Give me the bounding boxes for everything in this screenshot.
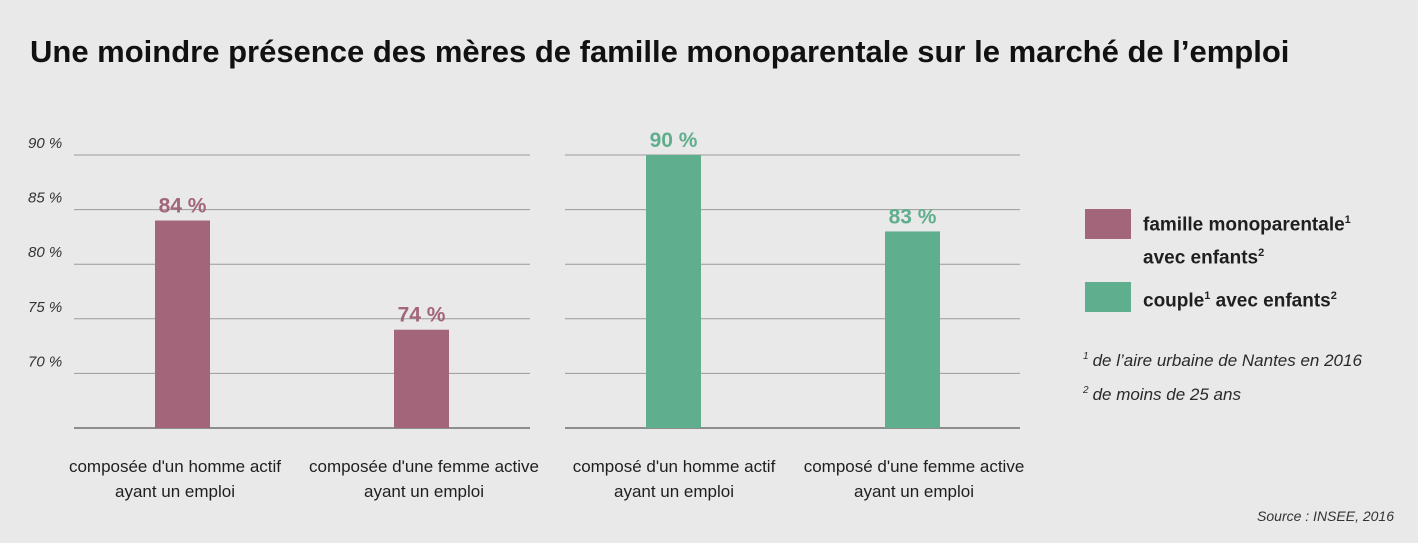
category-label: composée d'une femme active [309,457,539,476]
chart-title: Une moindre présence des mères de famill… [30,34,1290,69]
category-label: ayant un emploi [115,482,235,501]
legend-sup: 1 [1344,214,1351,226]
legend-swatch-monoparentale [1085,209,1131,239]
footnote-2: 2 de moins de 25 ans [1083,385,1241,405]
bar [646,155,701,428]
legend-label-main: couple [1143,290,1205,312]
bar-value-label: 84 % [159,195,207,218]
bar-value-label: 90 % [650,129,698,152]
footnote-1: 1 de l’aire urbaine de Nantes en 2016 [1083,351,1362,371]
y-tick-label: 85 % [28,190,62,207]
bar [885,231,940,428]
legend-sup: 2 [1258,247,1265,260]
category-label: composé d'un homme actif [573,457,776,476]
legend-sup: 2 [1330,290,1337,302]
category-label: composé d'une femme active [804,457,1025,476]
source-note: Source : INSEE, 2016 [1257,508,1394,524]
legend-sup: 1 [1204,290,1211,302]
footnote-marker: 2 [1083,385,1089,397]
legend-label-second: avec enfants [1215,290,1331,312]
bar-value-label: 83 % [889,205,937,228]
footnote-text: de l’aire urbaine de Nantes en 2016 [1092,351,1362,370]
y-tick-label: 80 % [28,244,62,261]
y-tick-label: 70 % [28,353,62,370]
legend-label-second: avec enfants [1143,247,1259,269]
footnote-marker: 1 [1083,351,1089,363]
category-label: ayant un emploi [614,482,734,501]
footnote-text: de moins de 25 ans [1092,385,1241,404]
y-tick-label: 75 % [28,299,62,316]
legend-label-main: famille monoparentale [1143,214,1345,236]
category-label: composée d'un homme actif [69,457,281,476]
legend-label-couple: couple1 avec enfants2 [1143,282,1337,315]
bar [155,220,210,428]
bar-value-label: 74 % [398,304,446,327]
bar [394,329,449,428]
legend-swatch-couple [1085,282,1131,312]
category-label: ayant un emploi [854,482,974,501]
legend-label-monoparentale: famille monoparentale1 avec enfants2 [1143,206,1351,273]
y-tick-label: 90 % [28,135,62,152]
category-label: ayant un emploi [364,482,484,501]
